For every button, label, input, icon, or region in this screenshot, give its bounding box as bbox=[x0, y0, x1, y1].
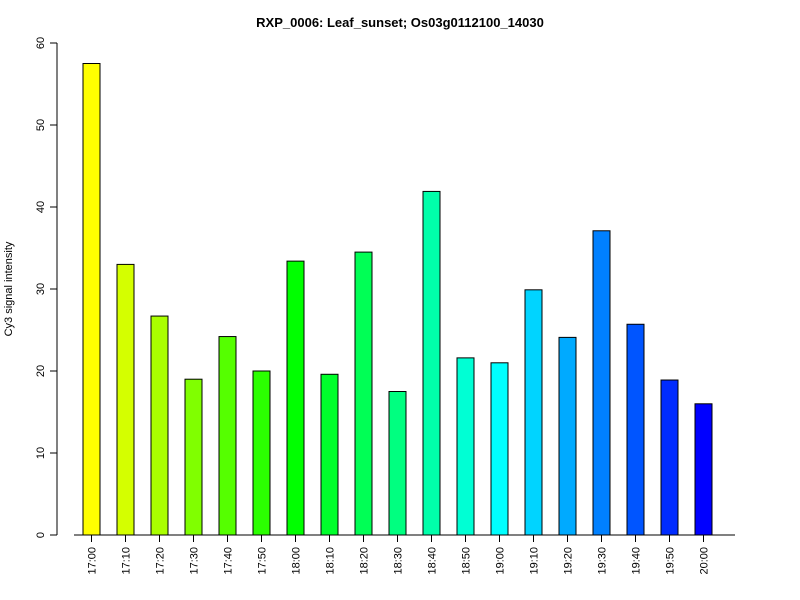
bar-1730 bbox=[184, 378, 203, 536]
bar-1940 bbox=[626, 323, 645, 536]
y-tick-label: 40 bbox=[35, 201, 47, 213]
x-tick-label: 17:00 bbox=[86, 547, 98, 575]
bar-1750 bbox=[252, 370, 271, 536]
y-axis-ticks: 0 10 20 30 40 50 60 bbox=[35, 37, 57, 538]
x-tick-label: 19:20 bbox=[562, 547, 574, 575]
bar-1900 bbox=[490, 362, 509, 536]
bar-1740 bbox=[218, 336, 237, 536]
x-tick-label: 18:30 bbox=[392, 547, 404, 575]
bar-2000 bbox=[694, 403, 713, 536]
bar-1800 bbox=[286, 260, 305, 536]
x-tick-label: 17:30 bbox=[188, 547, 200, 575]
bar-1830 bbox=[388, 391, 407, 536]
y-tick-label: 0 bbox=[35, 532, 47, 538]
x-tick-label: 18:10 bbox=[324, 547, 336, 575]
x-tick-label: 18:00 bbox=[290, 547, 302, 575]
x-tick-label: 19:50 bbox=[664, 547, 676, 575]
bar-1840 bbox=[422, 190, 441, 536]
x-axis-tick-labels: 17:00 17:10 17:20 17:30 17:40 17:50 18:00 18:10… bbox=[86, 535, 710, 575]
y-tick-label: 50 bbox=[35, 119, 47, 131]
bars-group bbox=[82, 63, 713, 536]
bar-1700 bbox=[82, 63, 101, 536]
y-tick-label: 30 bbox=[35, 283, 47, 295]
x-tick-label: 19:40 bbox=[630, 547, 642, 575]
chart-title: RXP_0006: Leaf_sunset; Os03g0112100_1403… bbox=[256, 15, 544, 30]
y-tick-label: 60 bbox=[35, 37, 47, 49]
bar-1720 bbox=[150, 315, 169, 536]
bar-1930 bbox=[592, 230, 611, 536]
x-tick-label: 17:40 bbox=[222, 547, 234, 575]
bar-1810 bbox=[320, 373, 339, 536]
y-axis-label: Cy3 signal intensity bbox=[3, 241, 15, 336]
x-tick-label: 17:10 bbox=[120, 547, 132, 575]
x-tick-label: 19:30 bbox=[596, 547, 608, 575]
x-tick-label: 18:50 bbox=[460, 547, 472, 575]
bar-1710 bbox=[116, 263, 135, 536]
x-tick-label: 20:00 bbox=[698, 547, 710, 575]
bar-1920 bbox=[558, 336, 577, 536]
x-tick-label: 19:00 bbox=[494, 547, 506, 575]
x-tick-label: 18:40 bbox=[426, 547, 438, 575]
bar-1910 bbox=[524, 289, 543, 536]
x-tick-label: 18:20 bbox=[358, 547, 370, 575]
x-tick-label: 17:50 bbox=[256, 547, 268, 575]
y-tick-label: 20 bbox=[35, 365, 47, 377]
y-tick-label: 10 bbox=[35, 447, 47, 459]
x-tick-label: 17:20 bbox=[154, 547, 166, 575]
bar-1820 bbox=[354, 251, 373, 536]
bar-1850 bbox=[456, 357, 475, 536]
bar-1950 bbox=[660, 379, 679, 536]
x-tick-label: 19:10 bbox=[528, 547, 540, 575]
